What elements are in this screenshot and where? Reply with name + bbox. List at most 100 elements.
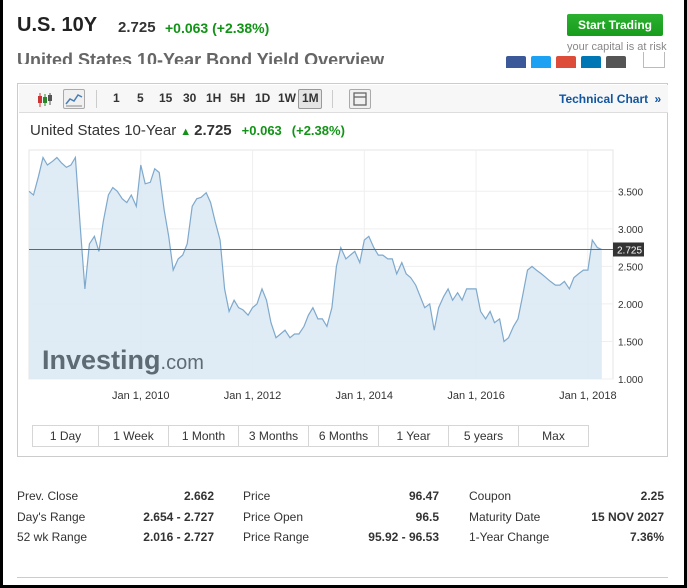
data-point xyxy=(192,206,193,207)
range-1-day[interactable]: 1 Day xyxy=(32,425,99,447)
range-max[interactable]: Max xyxy=(519,425,589,447)
data-point xyxy=(513,326,514,327)
data-point xyxy=(252,307,253,308)
range-1-week[interactable]: 1 Week xyxy=(99,425,169,447)
interval-1h[interactable]: 1H xyxy=(206,91,222,105)
data-point xyxy=(210,202,211,203)
toolbar-separator xyxy=(96,90,97,108)
interval-5h[interactable]: 5H xyxy=(230,91,246,105)
interval-1d[interactable]: 1D xyxy=(255,91,271,105)
facebook-icon[interactable] xyxy=(506,56,526,68)
data-point xyxy=(392,258,393,259)
data-point xyxy=(42,157,43,158)
data-point xyxy=(275,337,276,338)
print-icon[interactable] xyxy=(643,52,665,68)
data-point xyxy=(112,187,113,188)
data-point xyxy=(80,228,81,229)
chart-price: 2.725 xyxy=(194,122,232,139)
stat-label: Price xyxy=(243,489,271,503)
range-1-month[interactable]: 1 Month xyxy=(169,425,239,447)
data-point xyxy=(359,262,360,263)
data-point xyxy=(587,270,588,271)
interval-15[interactable]: 15 xyxy=(159,91,173,105)
interval-5[interactable]: 5 xyxy=(137,91,144,105)
data-point xyxy=(103,221,104,222)
interval-30[interactable]: 30 xyxy=(183,91,197,105)
series-area xyxy=(29,157,602,379)
data-point xyxy=(499,318,500,319)
range-6-months[interactable]: 6 Months xyxy=(309,425,379,447)
y-tick-label: 2.500 xyxy=(618,262,643,273)
data-point xyxy=(536,270,537,271)
stat-label: 52 wk Range xyxy=(17,530,88,544)
data-point xyxy=(373,247,374,248)
area-chart-icon[interactable] xyxy=(63,89,85,109)
email-icon[interactable] xyxy=(606,56,626,68)
stat-row: Coupon 2.25 xyxy=(469,489,664,509)
data-point xyxy=(559,285,560,286)
data-point xyxy=(490,311,491,312)
start-trading-button[interactable]: Start Trading xyxy=(567,14,663,36)
data-point xyxy=(597,247,598,248)
interval-1[interactable]: 1 xyxy=(113,91,120,105)
data-point xyxy=(38,176,39,177)
stat-row: Price Range 95.92 - 96.53 xyxy=(243,530,439,550)
stat-row: Day's Range 2.654 - 2.727 xyxy=(17,510,214,530)
y-tick-label: 2.000 xyxy=(618,300,643,311)
range-5-years[interactable]: 5 years xyxy=(449,425,519,447)
linkedin-icon[interactable] xyxy=(581,56,601,68)
data-point xyxy=(56,157,57,158)
stat-label: Price Range xyxy=(243,530,310,544)
stat-value: 96.47 xyxy=(408,489,439,503)
data-point xyxy=(154,168,155,169)
technical-chart-link[interactable]: Technical Chart » xyxy=(559,92,661,106)
twitter-icon[interactable] xyxy=(531,56,551,68)
stat-label: Prev. Close xyxy=(17,489,79,503)
stat-label: Price Open xyxy=(243,509,304,524)
candlestick-icon[interactable] xyxy=(33,89,55,109)
data-point xyxy=(378,255,379,256)
stat-value: 2.25 xyxy=(640,489,664,503)
data-point xyxy=(578,273,579,274)
stat-label: Coupon xyxy=(469,489,512,503)
stat-value: 2.016 - 2.727 xyxy=(143,530,214,544)
data-point xyxy=(164,210,165,211)
yield-area-chart[interactable]: 2.725 1.000 1.500 2.000 2.500 3.000 3.500 Jan 1… xyxy=(18,84,669,424)
data-point xyxy=(206,192,207,193)
stat-label: 1-Year Change xyxy=(469,530,550,544)
chart-change: +0.063 xyxy=(241,123,282,138)
data-point xyxy=(270,322,271,323)
data-point xyxy=(564,281,565,282)
data-point xyxy=(434,330,435,331)
data-point xyxy=(592,240,593,241)
data-point xyxy=(317,318,318,319)
interval-1w[interactable]: 1W xyxy=(278,91,296,105)
double-chevron-right-icon: » xyxy=(654,92,662,106)
chart-header: United States 10-Year ▲ 2.725 +0.063 (+2.38%… xyxy=(30,122,345,139)
range-3-months[interactable]: 3 Months xyxy=(239,425,309,447)
series-line xyxy=(28,155,603,343)
data-point xyxy=(150,182,151,183)
data-point xyxy=(382,255,383,256)
data-point xyxy=(145,183,146,184)
range-1-year[interactable]: 1 Year xyxy=(379,425,449,447)
divider xyxy=(17,577,668,578)
data-point xyxy=(117,191,118,192)
google-plus-icon[interactable] xyxy=(556,56,576,68)
data-point xyxy=(531,266,532,267)
chart-instrument-name: United States 10-Year xyxy=(30,122,177,139)
risk-note: your capital is at risk xyxy=(567,41,667,53)
data-point xyxy=(215,221,216,222)
stat-row: Price Open 96.5 xyxy=(243,510,439,530)
data-point xyxy=(289,337,290,338)
data-point xyxy=(583,270,584,271)
window-frame-bottom xyxy=(0,585,687,588)
data-point xyxy=(220,240,221,241)
stat-row: Prev. Close 2.662 xyxy=(17,489,214,509)
fullscreen-icon[interactable] xyxy=(349,89,371,109)
data-point xyxy=(364,240,365,241)
interval-1m[interactable]: 1M xyxy=(302,91,319,105)
stat-value: 15 NOV 2027 xyxy=(591,509,664,524)
data-point xyxy=(424,307,425,308)
data-point xyxy=(280,333,281,334)
